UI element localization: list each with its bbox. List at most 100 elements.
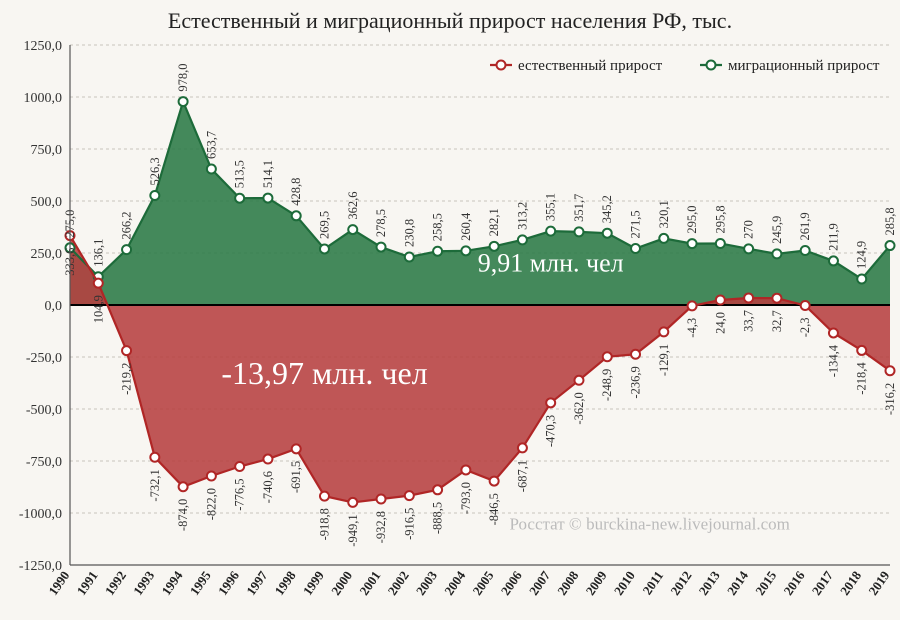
natural-datalabel-g: -846,5 [487,493,501,525]
migration-marker [772,249,781,258]
natural-datalabel: -218,4 [855,362,869,395]
migration-marker [263,194,272,203]
annotation-1: -13,97 млн. чел [221,355,427,391]
migration-marker [377,243,386,252]
natural-datalabel-g: -932,8 [374,511,388,543]
migration-datalabel: 124,9 [855,241,869,269]
migration-datalabel-g: 269,5 [317,211,331,239]
natural-datalabel: -4,3 [685,318,699,338]
xtick-label: 2009 [582,568,609,598]
annotation-0: 9,91 млн. чел [478,249,624,278]
xtick-label: 2018 [837,568,864,598]
migration-datalabel: 351,7 [572,194,586,222]
migration-datalabel-g: 313,2 [515,202,529,230]
natural-datalabel-g: -740,6 [261,471,275,503]
migration-datalabel: 526,3 [148,157,162,185]
legend-marker-migration [707,61,716,70]
natural-marker [207,471,216,480]
xtick-g: 2014 [724,568,751,598]
migration-marker [518,235,527,244]
ytick-label: 750,0 [31,143,63,158]
xtick-g: 2019 [865,568,892,598]
migration-marker [292,211,301,220]
migration-marker [886,241,895,250]
xtick-label: 2012 [667,568,694,598]
natural-datalabel: -916,5 [402,508,416,540]
natural-datalabel: -888,5 [431,502,445,534]
ytick-label: -750,0 [26,455,62,470]
natural-marker [461,465,470,474]
xtick-g: 1992 [102,568,129,598]
legend-label-natural: естественный прирост [518,58,663,74]
chart-root: Естественный и миграционный прирост насе… [0,0,900,620]
natural-marker [490,477,499,486]
migration-datalabel: 282,1 [487,208,501,236]
migration-datalabel-g: 245,9 [770,216,784,244]
natural-datalabel-g: -732,1 [148,469,162,501]
migration-datalabel-g: 513,5 [233,160,247,188]
natural-marker [857,346,866,355]
migration-datalabel-g: 258,5 [431,213,445,241]
xtick-label: 1992 [102,568,129,598]
natural-datalabel: -2,3 [798,317,812,337]
migration-datalabel: 266,2 [120,212,134,240]
natural-datalabel-g: 33,7 [742,310,756,332]
xtick-label: 2015 [752,568,779,598]
natural-marker [574,376,583,385]
xtick-g: 2015 [752,568,779,598]
xtick-g: 2009 [582,568,609,598]
migration-datalabel-g: 278,5 [374,209,388,237]
natural-marker [263,455,272,464]
xtick-g: 2006 [498,568,525,598]
natural-datalabel: -129,1 [657,344,671,376]
xtick-g: 2016 [780,568,807,598]
natural-marker [179,482,188,491]
xtick-g: 2003 [413,568,440,598]
natural-datalabel-g: -776,5 [233,479,247,511]
migration-marker [405,252,414,261]
natural-datalabel-g: -916,5 [402,508,416,540]
watermark: Росстат © burckina-new.livejournal.com [509,515,789,534]
natural-marker [801,301,810,310]
xtick-g: 2007 [526,568,553,598]
migration-marker [122,245,131,254]
xtick-label: 2019 [865,568,892,598]
xtick-label: 2005 [469,568,496,598]
xtick-label: 1998 [271,568,298,598]
migration-datalabel-g: 211,9 [826,223,840,251]
migration-datalabel: 355,1 [544,193,558,221]
migration-datalabel-g: 270 [742,220,756,239]
migration-datalabel: 278,5 [374,209,388,237]
natural-datalabel: 33,7 [742,310,756,332]
migration-marker [348,225,357,234]
natural-datalabel-g: -874,0 [176,499,190,531]
migration-datalabel-g: 345,2 [600,195,614,223]
ytick-label: -250,0 [26,351,62,366]
natural-datalabel-g: -470,3 [544,415,558,447]
migration-datalabel: 295,0 [685,206,699,234]
natural-datalabel: -949,1 [346,514,360,546]
natural-datalabel-g: -687,1 [515,460,529,492]
natural-datalabel: -776,5 [233,479,247,511]
migration-datalabel-g: 514,1 [261,160,275,188]
migration-datalabel: 261,9 [798,212,812,240]
migration-marker [801,246,810,255]
xtick-label: 2002 [385,568,412,598]
natural-datalabel-g: -822,0 [204,488,218,520]
natural-marker [518,443,527,452]
natural-datalabel: -918,8 [317,508,331,540]
migration-datalabel-g: 271,5 [629,210,643,238]
migration-marker [744,244,753,253]
migration-datalabel: 271,5 [629,210,643,238]
xtick-label: 1991 [74,568,101,598]
xtick-label: 2003 [413,568,440,598]
natural-datalabel-g: -2,3 [798,317,812,337]
natural-datalabel: -822,0 [204,488,218,520]
natural-datalabel: -846,5 [487,493,501,525]
migration-datalabel: 295,8 [713,205,727,233]
natural-datalabel-g: 24,0 [713,312,727,334]
natural-datalabel: -932,8 [374,511,388,543]
xtick-label: 2017 [809,568,836,598]
natural-datalabel: -732,1 [148,469,162,501]
xtick-g: 2005 [469,568,496,598]
